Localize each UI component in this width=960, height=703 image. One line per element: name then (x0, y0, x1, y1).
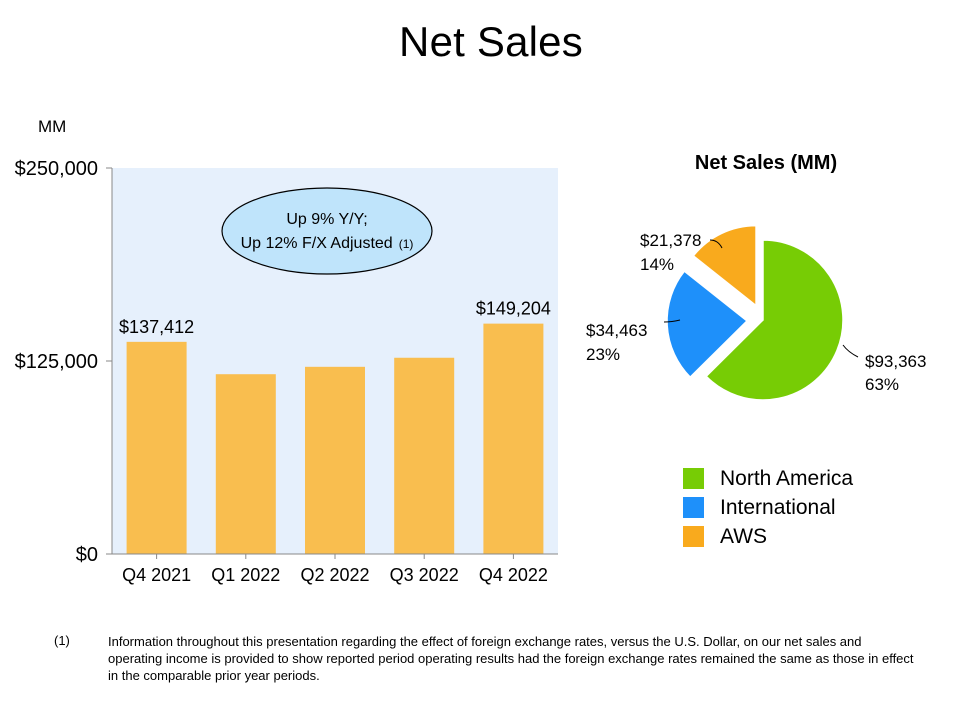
bar (305, 366, 365, 554)
annotation-footnote-ref: (1) (399, 237, 414, 251)
page-title: Net Sales (399, 18, 583, 65)
legend-swatch-international (683, 497, 704, 518)
x-tick-label: Q1 2022 (211, 565, 280, 585)
pie-pct-label-aws: 14% (640, 255, 674, 274)
legend-item-north-america: North America (683, 464, 853, 493)
pie-labels: $93,363 63% $34,463 23% $21,378 14% (586, 231, 926, 394)
pie-value-label-aws: $21,378 (640, 231, 701, 250)
footnote-text: Information throughout this presentation… (108, 634, 914, 683)
bar-data-label: $137,412 (119, 317, 194, 337)
pie-legend: North America International AWS (683, 464, 853, 551)
legend-swatch-north-america (683, 468, 704, 489)
legend-label-north-america: North America (720, 466, 854, 490)
legend-item-international: International (683, 493, 853, 522)
pie-slice-north-america (705, 239, 844, 401)
y-tick-label: $0 (76, 544, 98, 566)
bar (215, 374, 276, 554)
legend-swatch-aws (683, 526, 704, 547)
pie-value-label-international: $34,463 (586, 321, 647, 340)
pie-slices (666, 224, 844, 401)
leader-line-international (663, 319, 681, 323)
bar-data-label: $149,204 (476, 299, 551, 319)
bar-series: $137,412 $149,204 (119, 299, 551, 554)
annotation-ellipse (221, 187, 433, 275)
pie-pct-label-international: 23% (586, 345, 620, 364)
axes: $0 $125,000 $250,000 Q4 2021 Q1 2022 Q2 2022 Q… (15, 158, 558, 585)
x-tick-label: Q3 2022 (390, 565, 459, 585)
legend-label-aws: AWS (720, 524, 768, 548)
pie-slice-international (666, 270, 749, 379)
bar (394, 357, 455, 554)
footnote-number: (1) (54, 633, 70, 648)
pie-value-label-north-america: $93,363 (865, 352, 926, 371)
x-tick-label: Q4 2021 (122, 565, 191, 585)
annotation-line-2-text: Up 12% F/X Adjusted (241, 235, 393, 252)
pie-pct-label-north-america: 63% (865, 375, 899, 394)
legend-label-international: International (720, 495, 836, 519)
unit-label: MM (38, 117, 67, 136)
leader-line-aws (709, 239, 723, 249)
y-tick-label: $125,000 (15, 351, 98, 373)
legend-item-aws: AWS (683, 522, 853, 551)
pie-slice-aws (692, 224, 757, 308)
y-tick-label: $250,000 (15, 158, 98, 180)
x-tick-label: Q2 2022 (300, 565, 369, 585)
pie-title: Net Sales (MM) (694, 152, 838, 174)
bar (483, 323, 544, 554)
annotation-bubble: Up 9% Y/Y; Up 12% F/X Adjusted (1) (221, 187, 433, 275)
annotation-line-1: Up 9% Y/Y; (286, 211, 367, 228)
x-tick-label: Q4 2022 (479, 565, 548, 585)
leader-line-north-america (842, 344, 859, 358)
bar (126, 341, 187, 554)
annotation-line-2: Up 12% F/X Adjusted (1) (241, 235, 414, 252)
